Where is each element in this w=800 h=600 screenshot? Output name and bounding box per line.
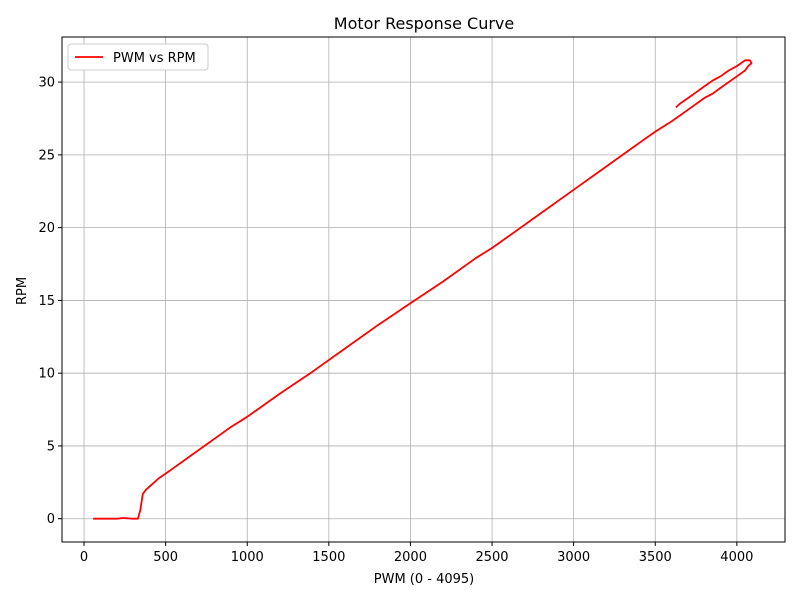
legend: PWM vs RPM <box>67 43 209 71</box>
y-tick-label: 10 <box>38 367 55 382</box>
chart-title: Motor Response Curve <box>334 14 514 33</box>
plot-frame <box>61 36 786 543</box>
y-tick-label: 5 <box>47 439 55 454</box>
x-tick-label: 2500 <box>475 550 508 565</box>
x-tick-label: 0 <box>80 550 88 565</box>
x-tick-label: 3500 <box>639 550 672 565</box>
y-tick-label: 20 <box>38 221 55 236</box>
x-tick-label: 4000 <box>720 550 753 565</box>
x-tick-label: 500 <box>153 550 178 565</box>
y-tick-label: 30 <box>38 76 55 91</box>
x-axis-label: PWM (0 - 4095) <box>374 572 475 587</box>
y-axis-label: RPM <box>15 277 30 305</box>
grid <box>62 37 785 542</box>
y-tick-label: 0 <box>47 512 55 527</box>
legend-label: PWM vs RPM <box>113 51 196 66</box>
x-tick-label: 3000 <box>557 550 590 565</box>
legend-box <box>67 43 209 71</box>
x-tick-label: 1500 <box>312 550 345 565</box>
plot-data <box>92 59 753 520</box>
series-line <box>92 59 753 520</box>
y-tick-label: 25 <box>38 148 55 163</box>
x-tick-label: 2000 <box>394 550 427 565</box>
ticks: 0 500 1000 1500 2000 2500 3000 3500 4000 0 5 10 15 20… <box>38 76 753 565</box>
x-tick-label: 1000 <box>231 550 264 565</box>
y-tick-label: 15 <box>38 294 55 309</box>
